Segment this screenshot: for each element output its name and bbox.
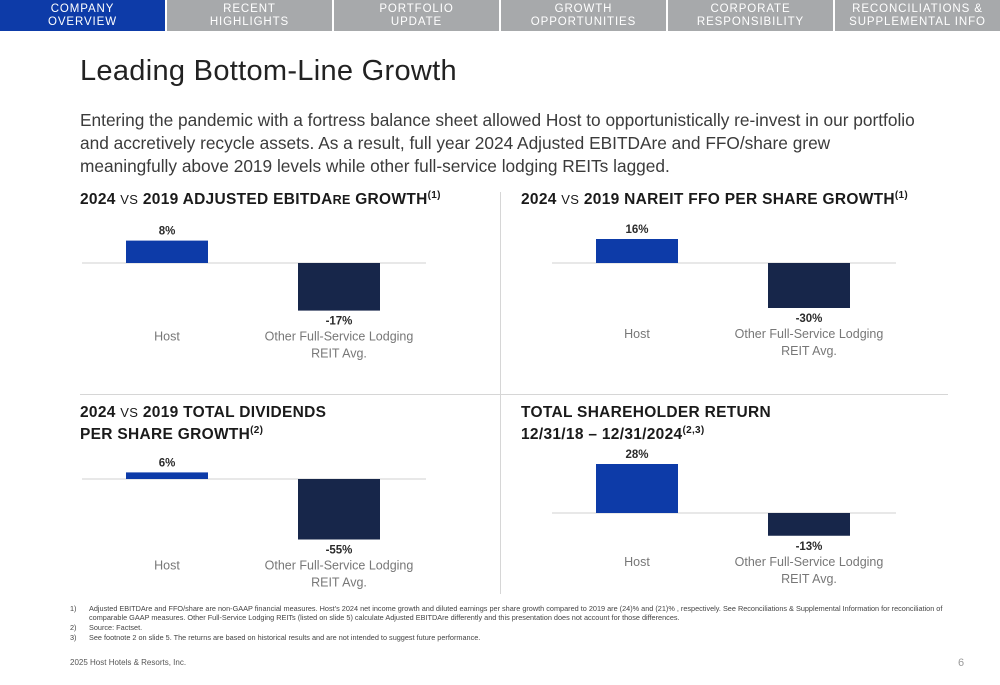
nav-tab-label-line2: HIGHLIGHTS xyxy=(209,15,290,28)
title-text: 2019 NAREIT FFO PER SHARE GROWTH xyxy=(583,191,895,208)
bar-value-label: -30% xyxy=(796,313,823,325)
horizontal-divider xyxy=(80,394,948,395)
title-vs: VS xyxy=(561,192,580,207)
bar-value-label: 8% xyxy=(159,226,176,238)
title-year: 2024 xyxy=(521,191,557,208)
bar-host xyxy=(126,472,208,479)
nav-tab-portfolio-update[interactable]: PORTFOLIO UPDATE xyxy=(334,0,499,31)
footnote-ref: (2,3) xyxy=(682,425,705,436)
title-text-end: GROWTH xyxy=(350,191,428,208)
ebitda-growth-chart: 8% -17% Host Other Full-Service Lodging REIT… xyxy=(82,226,426,361)
title-text: 2019 TOTAL DIVIDENDS xyxy=(142,404,327,421)
footnote-ref: (2) xyxy=(250,425,264,436)
footnote-item: 3) See footnote 2 on slide 5. The return… xyxy=(70,634,950,643)
category-label: REIT Avg. xyxy=(311,347,367,361)
category-label: Host xyxy=(624,327,650,341)
bar-peer-avg xyxy=(298,479,380,540)
bar-value-label: 16% xyxy=(625,224,648,236)
footnotes: 1) Adjusted EBITDAre and FFO/share are n… xyxy=(70,604,950,645)
category-label: Host xyxy=(624,555,650,569)
bar-value-label: -55% xyxy=(326,545,353,557)
nav-tab-label-line2: SUPPLEMENTAL INFO xyxy=(849,15,986,28)
category-label: Other Full-Service Lodging xyxy=(265,330,414,344)
category-label: Other Full-Service Lodging xyxy=(265,559,414,573)
footnote-text: Source: Factset. xyxy=(89,623,143,633)
vertical-divider xyxy=(500,192,501,594)
nav-tab-corporate-responsibility[interactable]: CORPORATE RESPONSIBILITY xyxy=(668,0,833,31)
nav-tab-label-line2: RESPONSIBILITY xyxy=(696,15,805,28)
bar-value-label: 6% xyxy=(159,457,176,469)
tsr-panel-title: TOTAL SHAREHOLDER RETURN 12/31/18 – 12/3… xyxy=(521,402,771,446)
footnote-text: See footnote 2 on slide 5. The returns a… xyxy=(89,633,481,643)
top-nav: COMPANY OVERVIEW RECENT HIGHLIGHTS PORTF… xyxy=(0,0,1000,31)
page-number: 6 xyxy=(958,657,965,669)
footnote-text: Adjusted EBITDAre and FFO/share are non-… xyxy=(89,604,943,622)
nav-tab-label-line2: OPPORTUNITIES xyxy=(530,15,637,28)
nav-tab-recent-highlights[interactable]: RECENT HIGHLIGHTS xyxy=(167,0,332,31)
title-vs: VS xyxy=(120,192,139,207)
title-year: 2024 xyxy=(80,191,116,208)
title-line-1: TOTAL SHAREHOLDER RETURN xyxy=(521,404,772,421)
bar-peer-avg xyxy=(768,513,850,536)
footnote-number: 3) xyxy=(70,633,77,643)
footnote-item: 2) Source: Factset. xyxy=(70,623,950,633)
category-label: Other Full-Service Lodging xyxy=(735,555,884,569)
nav-tab-label-line2: UPDATE xyxy=(390,15,443,28)
bar-host xyxy=(596,464,678,513)
footnote-ref: (1) xyxy=(894,190,909,201)
category-label: Other Full-Service Lodging xyxy=(735,327,884,341)
title-text: PER SHARE GROWTH xyxy=(80,426,251,443)
dividends-growth-chart: 6% -55% Host Other Full-Service Lodging REIT… xyxy=(82,457,426,590)
bar-host xyxy=(126,240,208,263)
dividends-panel-title: 2024 VS 2019 TOTAL DIVIDENDS PER SHARE G… xyxy=(80,402,326,446)
nav-tab-label-line1: CORPORATE xyxy=(710,3,791,15)
nav-tab-growth-opportunities[interactable]: GROWTH OPPORTUNITIES xyxy=(501,0,666,31)
title-text: 12/31/18 – 12/31/2024 xyxy=(521,426,683,443)
title-line-1: 2024 VS 2019 TOTAL DIVIDENDS xyxy=(80,402,326,424)
title-line-2: PER SHARE GROWTH(2) xyxy=(80,424,326,446)
nav-tab-label-line1: PORTFOLIO xyxy=(379,3,454,15)
category-label: Host xyxy=(154,559,180,573)
bar-value-label: -17% xyxy=(326,316,353,328)
ebitda-panel-title: 2024 VS 2019 ADJUSTED EBITDARE GROWTH(1) xyxy=(80,189,441,211)
footnote-item: 1) Adjusted EBITDAre and FFO/share are n… xyxy=(70,604,950,623)
title-vs: VS xyxy=(120,405,139,420)
bar-peer-avg xyxy=(768,263,850,308)
ffo-panel-title: 2024 VS 2019 NAREIT FFO PER SHARE GROWTH… xyxy=(521,189,908,211)
bar-peer-avg xyxy=(298,263,380,311)
category-label: Host xyxy=(154,330,180,344)
nav-tab-label-line1: GROWTH xyxy=(554,3,613,15)
bar-value-label: -13% xyxy=(796,541,823,553)
title-text: 2019 ADJUSTED EBITDA xyxy=(142,191,333,208)
category-label: REIT Avg. xyxy=(781,344,837,358)
nav-tab-label-line1: RECONCILIATIONS & xyxy=(852,3,983,15)
intro-paragraph: Entering the pandemic with a fortress ba… xyxy=(80,110,915,176)
nav-tab-label-line1: COMPANY xyxy=(50,3,115,15)
footnote-ref: (1) xyxy=(427,190,441,201)
title-line-2: 12/31/18 – 12/31/2024(2,3) xyxy=(521,424,771,446)
nav-tab-label-line2: OVERVIEW xyxy=(48,15,117,28)
copyright: 2025 Host Hotels & Resorts, Inc. xyxy=(70,658,187,667)
nav-tab-company-overview[interactable]: COMPANY OVERVIEW xyxy=(0,0,165,31)
bar-host xyxy=(596,239,678,263)
tsr-chart: 28% -13% Host Other Full-Service Lodging REI… xyxy=(552,449,896,586)
title-year: 2024 xyxy=(80,404,116,421)
bar-value-label: 28% xyxy=(625,449,648,461)
category-label: REIT Avg. xyxy=(781,572,837,586)
footnote-number: 2) xyxy=(70,623,77,633)
category-label: REIT Avg. xyxy=(311,576,367,590)
page-title: Leading Bottom-Line Growth xyxy=(80,55,457,87)
title-small-caps: RE xyxy=(332,193,351,207)
ffo-growth-chart: 16% -30% Host Other Full-Service Lodging REI… xyxy=(552,224,896,358)
nav-tab-label-line1: RECENT xyxy=(223,3,276,15)
footnote-number: 1) xyxy=(70,604,77,613)
nav-tab-reconciliations[interactable]: RECONCILIATIONS & SUPPLEMENTAL INFO xyxy=(835,0,1000,31)
